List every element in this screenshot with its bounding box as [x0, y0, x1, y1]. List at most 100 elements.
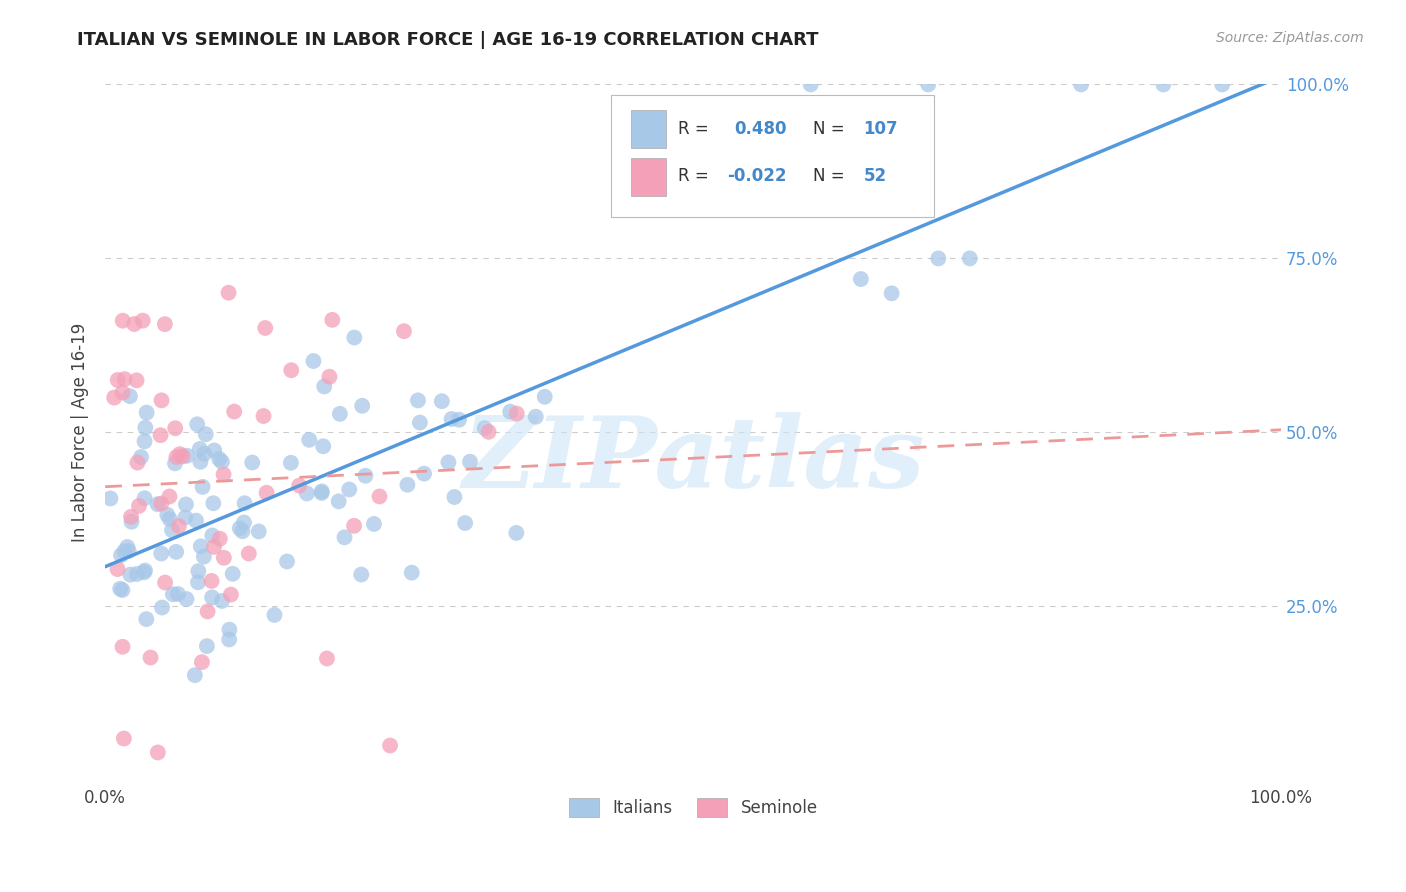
Point — [118, 389, 141, 403]
Point — [333, 530, 356, 544]
Point — [1070, 78, 1092, 92]
Point — [132, 313, 155, 327]
Point — [505, 525, 527, 540]
Point — [134, 491, 156, 506]
Point — [221, 566, 243, 581]
Point — [363, 516, 385, 531]
Point — [437, 455, 460, 469]
Point — [314, 379, 336, 393]
Point — [176, 449, 198, 463]
Text: R =: R = — [678, 120, 709, 138]
Point — [396, 477, 419, 491]
Point — [190, 455, 212, 469]
Point — [447, 413, 470, 427]
Point — [321, 313, 343, 327]
Point — [252, 409, 274, 423]
Point — [156, 508, 179, 522]
Point — [174, 497, 197, 511]
Point — [401, 566, 423, 580]
Point — [849, 272, 872, 286]
Point — [150, 600, 173, 615]
Point — [107, 562, 129, 576]
Point — [316, 651, 339, 665]
Point — [256, 485, 278, 500]
Point — [477, 425, 499, 439]
Point — [224, 404, 246, 418]
Point — [191, 480, 214, 494]
Point — [406, 393, 429, 408]
Point — [149, 428, 172, 442]
Point — [218, 623, 240, 637]
Point — [927, 252, 949, 266]
Point — [135, 612, 157, 626]
Point — [197, 604, 219, 618]
Point — [337, 483, 360, 497]
Point — [430, 394, 453, 409]
Point — [218, 632, 240, 647]
Text: 107: 107 — [863, 120, 898, 138]
Point — [146, 746, 169, 760]
Point — [368, 490, 391, 504]
Point — [134, 420, 156, 434]
Point — [280, 363, 302, 377]
Point — [1211, 78, 1233, 92]
Point — [917, 78, 939, 92]
Point — [288, 478, 311, 492]
Point — [212, 467, 235, 482]
Point — [202, 496, 225, 510]
Point — [184, 514, 207, 528]
Point — [343, 518, 366, 533]
Point — [328, 494, 350, 508]
Point — [184, 668, 207, 682]
Point — [117, 540, 139, 554]
Point — [121, 515, 143, 529]
Point — [107, 373, 129, 387]
Point — [146, 497, 169, 511]
Point — [280, 456, 302, 470]
Point — [103, 391, 125, 405]
Text: ITALIAN VS SEMINOLE IN LABOR FORCE | AGE 16-19 CORRELATION CHART: ITALIAN VS SEMINOLE IN LABOR FORCE | AGE… — [77, 31, 818, 49]
Point — [127, 456, 149, 470]
Point — [276, 554, 298, 568]
Point — [187, 575, 209, 590]
Point — [350, 567, 373, 582]
FancyBboxPatch shape — [631, 111, 666, 148]
Point — [233, 516, 256, 530]
Point — [474, 421, 496, 435]
Point — [298, 433, 321, 447]
Point — [150, 547, 173, 561]
Point — [200, 574, 222, 588]
Text: R =: R = — [678, 168, 709, 186]
Point — [211, 455, 233, 469]
Point — [343, 330, 366, 344]
Point — [112, 731, 135, 746]
Point — [254, 321, 277, 335]
Point — [160, 523, 183, 537]
FancyBboxPatch shape — [610, 95, 934, 217]
Point — [329, 407, 352, 421]
Point — [194, 427, 217, 442]
Point — [114, 544, 136, 558]
Point — [111, 385, 134, 400]
Point — [190, 539, 212, 553]
Point — [458, 455, 481, 469]
Point — [212, 550, 235, 565]
Point — [352, 399, 374, 413]
Point — [193, 549, 215, 564]
Point — [311, 486, 333, 500]
Point — [201, 528, 224, 542]
Point — [302, 354, 325, 368]
Point — [111, 582, 134, 597]
Point — [135, 406, 157, 420]
Point — [311, 484, 333, 499]
Point — [233, 496, 256, 510]
Point — [231, 524, 253, 539]
Point — [172, 450, 194, 464]
Point — [153, 317, 176, 331]
Point — [118, 544, 141, 558]
Point — [211, 594, 233, 608]
Text: ZIPatlas: ZIPatlas — [463, 412, 924, 508]
Y-axis label: In Labor Force | Age 16-19: In Labor Force | Age 16-19 — [72, 323, 89, 542]
Point — [880, 286, 903, 301]
Point — [169, 447, 191, 461]
